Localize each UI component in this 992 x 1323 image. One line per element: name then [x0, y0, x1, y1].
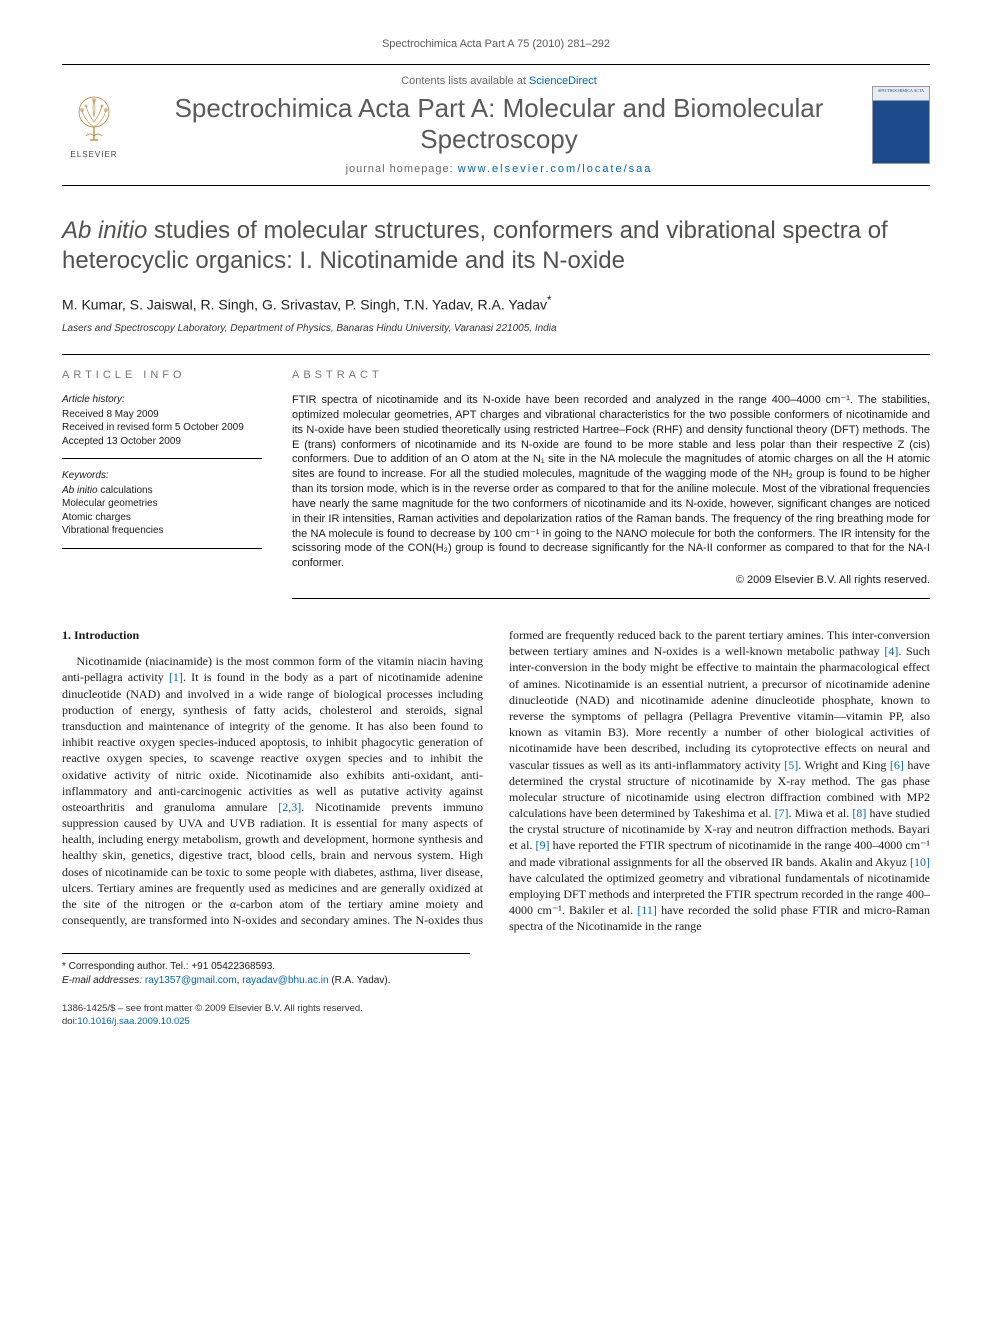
keyword-3: Atomic charges — [62, 511, 262, 525]
journal-homepage-link[interactable]: www.elsevier.com/locate/saa — [458, 163, 653, 175]
article-info-heading: article info — [62, 369, 262, 381]
article-history-block: Article history: Received 8 May 2009 Rec… — [62, 393, 262, 459]
accepted-date: Accepted 13 October 2009 — [62, 435, 262, 449]
email-link-1[interactable]: ray1357@gmail.com — [145, 975, 237, 986]
title-rest: studies of molecular structures, conform… — [62, 217, 888, 274]
doi-line: doi:10.1016/j.saa.2009.10.025 — [62, 1015, 930, 1028]
email-link-2[interactable]: rayadav@bhu.ac.in — [242, 975, 328, 986]
elsevier-name: ELSEVIER — [70, 150, 117, 159]
keywords-label: Keywords: — [62, 469, 262, 483]
corresponding-author-note: * Corresponding author. Tel.: +91 054223… — [62, 960, 470, 974]
elsevier-tree-icon — [66, 92, 122, 148]
kw1-rest: calculations — [98, 485, 153, 496]
received-date: Received 8 May 2009 — [62, 408, 262, 422]
section-1-heading: 1. Introduction — [62, 627, 483, 643]
body-text-columns: 1. Introduction Nicotinamide (niacinamid… — [62, 627, 930, 935]
email-line: E-mail addresses: ray1357@gmail.com, ray… — [62, 974, 470, 988]
corresponding-mark: * — [547, 294, 552, 307]
email-attribution: (R.A. Yadav). — [329, 975, 391, 986]
front-matter-line: 1386-1425/$ – see front matter © 2009 El… — [62, 1002, 930, 1015]
abstract-body: FTIR spectra of nicotinamide and its N-o… — [292, 394, 930, 569]
cover-label: SPECTROCHIMICA ACTA — [875, 89, 927, 93]
journal-cover-thumbnail: SPECTROCHIMICA ACTA — [872, 86, 930, 164]
keyword-4: Vibrational frequencies — [62, 524, 262, 538]
keyword-1: Ab initio calculations — [62, 484, 262, 498]
journal-homepage-line: journal homepage: www.elsevier.com/locat… — [140, 163, 858, 175]
sciencedirect-link[interactable]: ScienceDirect — [529, 75, 597, 87]
homepage-prefix: journal homepage: — [346, 163, 458, 175]
revised-date: Received in revised form 5 October 2009 — [62, 421, 262, 435]
contents-available-line: Contents lists available at ScienceDirec… — [140, 75, 858, 87]
history-label: Article history: — [62, 393, 262, 407]
contents-prefix: Contents lists available at — [401, 75, 529, 87]
title-italic-part: Ab initio — [62, 217, 147, 244]
authors-text: M. Kumar, S. Jaiswal, R. Singh, G. Sriva… — [62, 297, 547, 313]
kw1-italic: Ab initio — [62, 485, 98, 496]
abstract-copyright: © 2009 Elsevier B.V. All rights reserved… — [292, 573, 930, 588]
journal-title: Spectrochimica Acta Part A: Molecular an… — [140, 93, 858, 155]
abstract-text: FTIR spectra of nicotinamide and its N-o… — [292, 393, 930, 599]
affiliation: Lasers and Spectroscopy Laboratory, Depa… — [62, 323, 930, 334]
abstract-column: abstract FTIR spectra of nicotinamide an… — [292, 355, 930, 599]
journal-masthead: ELSEVIER Contents lists available at Sci… — [62, 64, 930, 186]
article-title: Ab initio studies of molecular structure… — [62, 216, 930, 276]
elsevier-logo: ELSEVIER — [62, 87, 126, 163]
abstract-heading: abstract — [292, 369, 930, 381]
footnotes-block: * Corresponding author. Tel.: +91 054223… — [62, 953, 470, 988]
keywords-block: Keywords: Ab initio calculations Molecul… — [62, 469, 262, 549]
intro-paragraph: Nicotinamide (niacinamide) is the most c… — [62, 627, 930, 935]
page-footer: 1386-1425/$ – see front matter © 2009 El… — [62, 1002, 930, 1029]
email-label: E-mail addresses: — [62, 975, 145, 986]
author-list: M. Kumar, S. Jaiswal, R. Singh, G. Sriva… — [62, 294, 930, 313]
doi-link[interactable]: 10.1016/j.saa.2009.10.025 — [77, 1016, 190, 1027]
running-head: Spectrochimica Acta Part A 75 (2010) 281… — [62, 38, 930, 50]
doi-label: doi: — [62, 1016, 77, 1027]
article-info-column: article info Article history: Received 8… — [62, 355, 262, 599]
keyword-2: Molecular geometries — [62, 497, 262, 511]
